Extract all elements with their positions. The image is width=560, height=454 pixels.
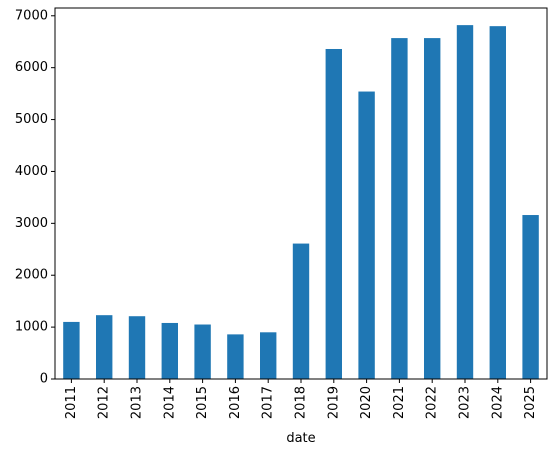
bar-2012 bbox=[96, 315, 113, 379]
bar-2020 bbox=[358, 91, 375, 380]
bar-2016 bbox=[227, 334, 244, 379]
x-tick-label: 2020 bbox=[359, 386, 374, 419]
bar-2025 bbox=[522, 215, 539, 379]
bar-2014 bbox=[161, 322, 178, 379]
x-tick-label: 2016 bbox=[228, 386, 243, 419]
bar-2024 bbox=[489, 26, 506, 380]
y-tick-label: 0 bbox=[40, 372, 48, 387]
bars-group bbox=[63, 25, 539, 380]
x-tick-label: 2011 bbox=[64, 386, 79, 419]
x-tick-label: 2024 bbox=[490, 386, 505, 419]
plot-frame bbox=[54, 7, 548, 380]
y-tick-label: 2000 bbox=[15, 268, 48, 283]
y-tick-label: 3000 bbox=[15, 216, 48, 231]
y-axis: 0 1000 2000 3000 4000 5000 6000 7000 bbox=[15, 8, 55, 387]
x-tick-label: 2012 bbox=[97, 386, 112, 419]
y-tick-label: 7000 bbox=[15, 8, 48, 23]
x-tick-label: 2025 bbox=[523, 386, 538, 419]
bar-2013 bbox=[128, 316, 146, 379]
bar-2015 bbox=[194, 324, 211, 379]
x-tick-label: 2021 bbox=[392, 386, 407, 419]
x-tick-label: 2018 bbox=[294, 386, 309, 419]
bar-2022 bbox=[424, 38, 441, 380]
bar-2017 bbox=[260, 332, 277, 379]
bar-2011 bbox=[63, 321, 80, 379]
x-tick-label: 2017 bbox=[261, 386, 276, 419]
x-axis: 2011 2012 2013 2014 2015 2016 2017 2018 2019 2020… bbox=[64, 379, 538, 419]
bar-2023 bbox=[456, 25, 474, 379]
x-tick-label: 2019 bbox=[326, 386, 341, 419]
y-tick-label: 4000 bbox=[15, 164, 48, 179]
x-tick-label: 2014 bbox=[162, 386, 177, 419]
x-tick-label: 2015 bbox=[195, 386, 210, 419]
bar-2019 bbox=[325, 48, 342, 379]
bar-2018 bbox=[292, 243, 310, 379]
bar-2021 bbox=[391, 38, 408, 380]
x-tick-label: 2013 bbox=[130, 386, 145, 419]
y-tick-label: 1000 bbox=[15, 320, 48, 335]
x-axis-label: date bbox=[286, 431, 315, 446]
y-tick-label: 5000 bbox=[15, 112, 48, 127]
y-tick-label: 6000 bbox=[15, 60, 48, 75]
x-tick-label: 2022 bbox=[425, 386, 440, 419]
x-tick-label: 2023 bbox=[458, 386, 473, 419]
